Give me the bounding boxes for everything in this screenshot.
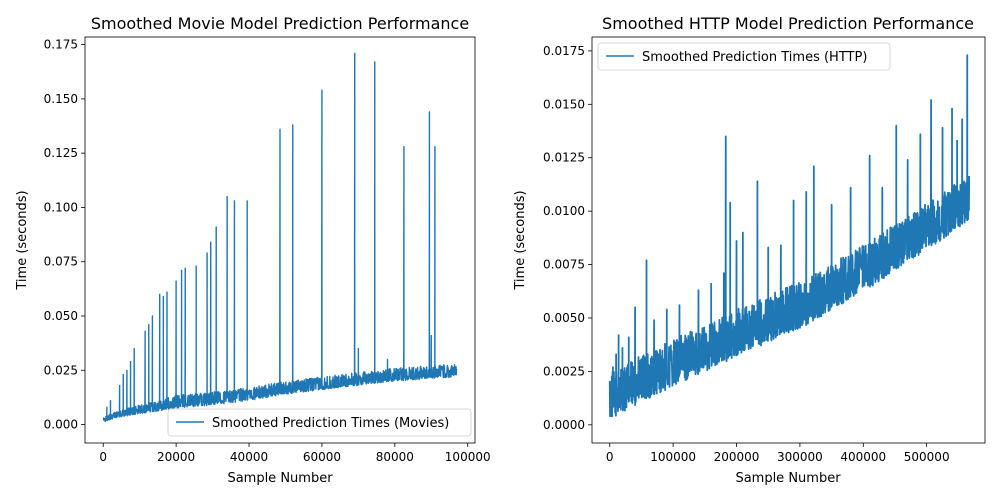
http-legend-box xyxy=(597,42,891,71)
movies-legend-box xyxy=(167,408,472,437)
http-plot-frame xyxy=(591,36,986,444)
movies-y-tick-label: 0.150 xyxy=(44,92,78,106)
http-chart-title: Smoothed HTTP Model Prediction Performan… xyxy=(602,14,974,33)
http-y-tick-label: 0.0050 xyxy=(543,311,585,325)
http-y-tick-label: 0.0075 xyxy=(543,258,585,272)
movies-x-tick-label: 60000 xyxy=(303,450,341,464)
movies-series-path xyxy=(102,52,458,423)
movies-x-tick-label: 20000 xyxy=(157,450,195,464)
http-x-tick-label: 400000 xyxy=(840,450,886,464)
movies-series-line xyxy=(102,52,458,423)
http-x-tick-label: 100000 xyxy=(650,450,696,464)
http-x-axis-ticks: 0 100000 200000 300000 400000 500000 xyxy=(606,443,950,464)
movies-y-tick-label: 0.075 xyxy=(44,255,78,269)
movies-y-tick-label: 0.025 xyxy=(44,363,78,377)
http-series-line xyxy=(608,54,971,418)
http-x-tick-label: 300000 xyxy=(777,450,823,464)
movies-y-tick-label: 0.000 xyxy=(44,418,78,432)
movies-x-tick-label: 80000 xyxy=(376,450,414,464)
movies-x-axis-ticks: 0 20000 40000 60000 80000 100000 xyxy=(99,443,491,464)
movies-y-tick-label: 0.125 xyxy=(44,146,78,160)
movies-y-tick-label: 0.175 xyxy=(44,38,78,52)
movies-x-tick-label: 40000 xyxy=(230,450,268,464)
http-x-tick-label: 0 xyxy=(606,450,614,464)
movies-y-tick-label: 0.050 xyxy=(44,309,78,323)
movies-y-axis-ticks: 0.000 0.025 0.050 0.075 0.100 0.125 0.150 0.175 xyxy=(44,38,85,432)
http-x-axis-label: Sample Number xyxy=(735,471,841,486)
http-y-tick-label: 0.0100 xyxy=(543,204,585,218)
movies-y-axis-label: Time (seconds) xyxy=(15,190,30,290)
movies-chart-title: Smoothed Movie Model Prediction Performa… xyxy=(91,14,469,33)
movies-y-tick-label: 0.100 xyxy=(44,200,78,214)
movies-x-tick-label: 100000 xyxy=(445,450,491,464)
http-legend-label: Smoothed Prediction Times (HTTP) xyxy=(642,50,867,65)
movies-x-tick-label: 0 xyxy=(99,450,107,464)
http-y-tick-label: 0.0125 xyxy=(543,151,585,165)
movies-legend: Smoothed Prediction Times (Movies) xyxy=(167,408,472,437)
http-legend: Smoothed Prediction Times (HTTP) xyxy=(597,42,891,71)
http-y-tick-label: 0.0000 xyxy=(543,418,585,432)
http-x-tick-label: 200000 xyxy=(714,450,760,464)
http-x-tick-label: 500000 xyxy=(904,450,950,464)
http-chart: Smoothed HTTP Model Prediction Performan… xyxy=(513,14,986,486)
http-y-axis-ticks: 0.0000 0.0025 0.0050 0.0075 0.0100 0.0125 0.01… xyxy=(543,44,592,432)
movies-chart: Smoothed Movie Model Prediction Performa… xyxy=(15,14,491,486)
movies-plot-frame xyxy=(84,36,476,444)
movies-legend-label: Smoothed Prediction Times (Movies) xyxy=(212,416,449,431)
http-series-path xyxy=(608,54,971,418)
http-y-tick-label: 0.0150 xyxy=(543,97,585,111)
http-y-tick-label: 0.0175 xyxy=(543,44,585,58)
http-y-tick-label: 0.0025 xyxy=(543,364,585,378)
http-y-axis-label: Time (seconds) xyxy=(513,190,528,290)
movies-x-axis-label: Sample Number xyxy=(227,471,333,486)
